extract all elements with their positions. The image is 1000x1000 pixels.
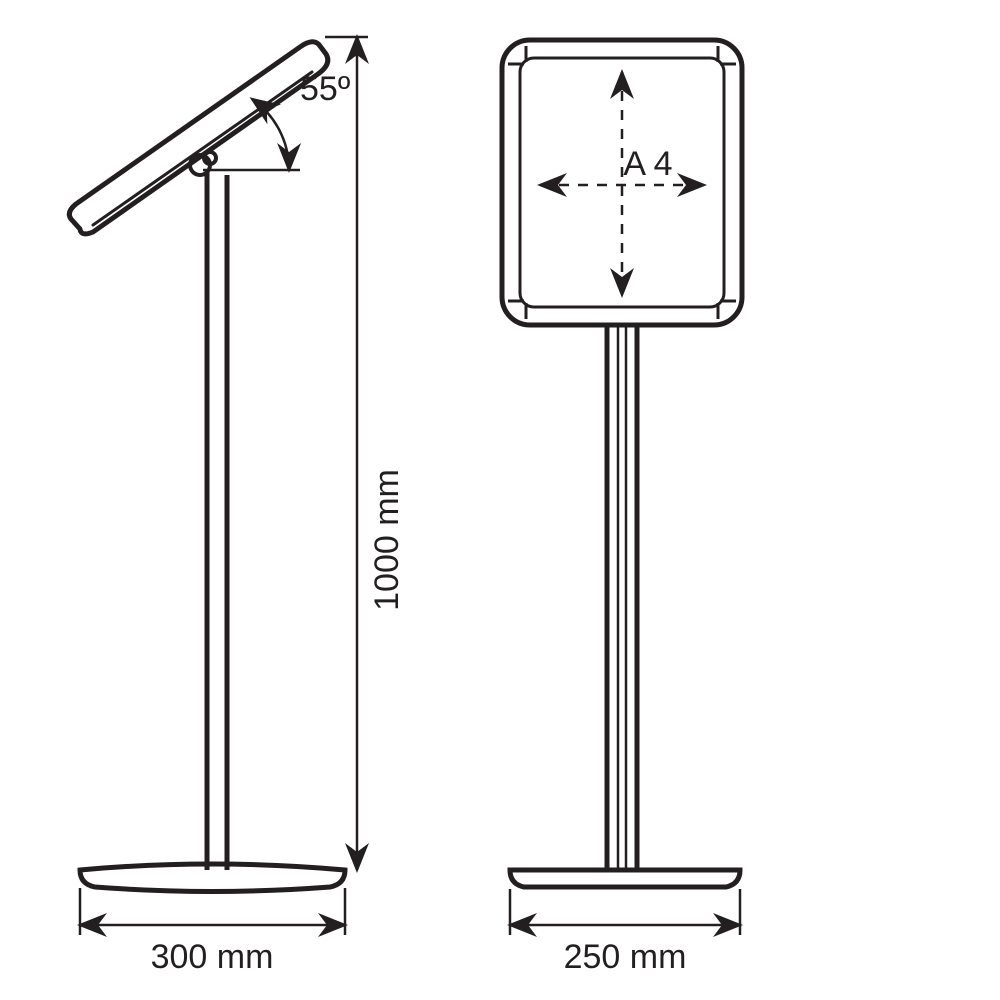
side-base-width-label: 300 mm bbox=[151, 938, 274, 976]
side-view bbox=[69, 37, 368, 935]
height-label: 1000 mm bbox=[368, 469, 406, 611]
front-base-width-label: 250 mm bbox=[564, 938, 687, 976]
front-view bbox=[502, 40, 742, 935]
angle-label: 55º bbox=[300, 70, 350, 108]
frame-label: A 4 bbox=[623, 145, 672, 183]
